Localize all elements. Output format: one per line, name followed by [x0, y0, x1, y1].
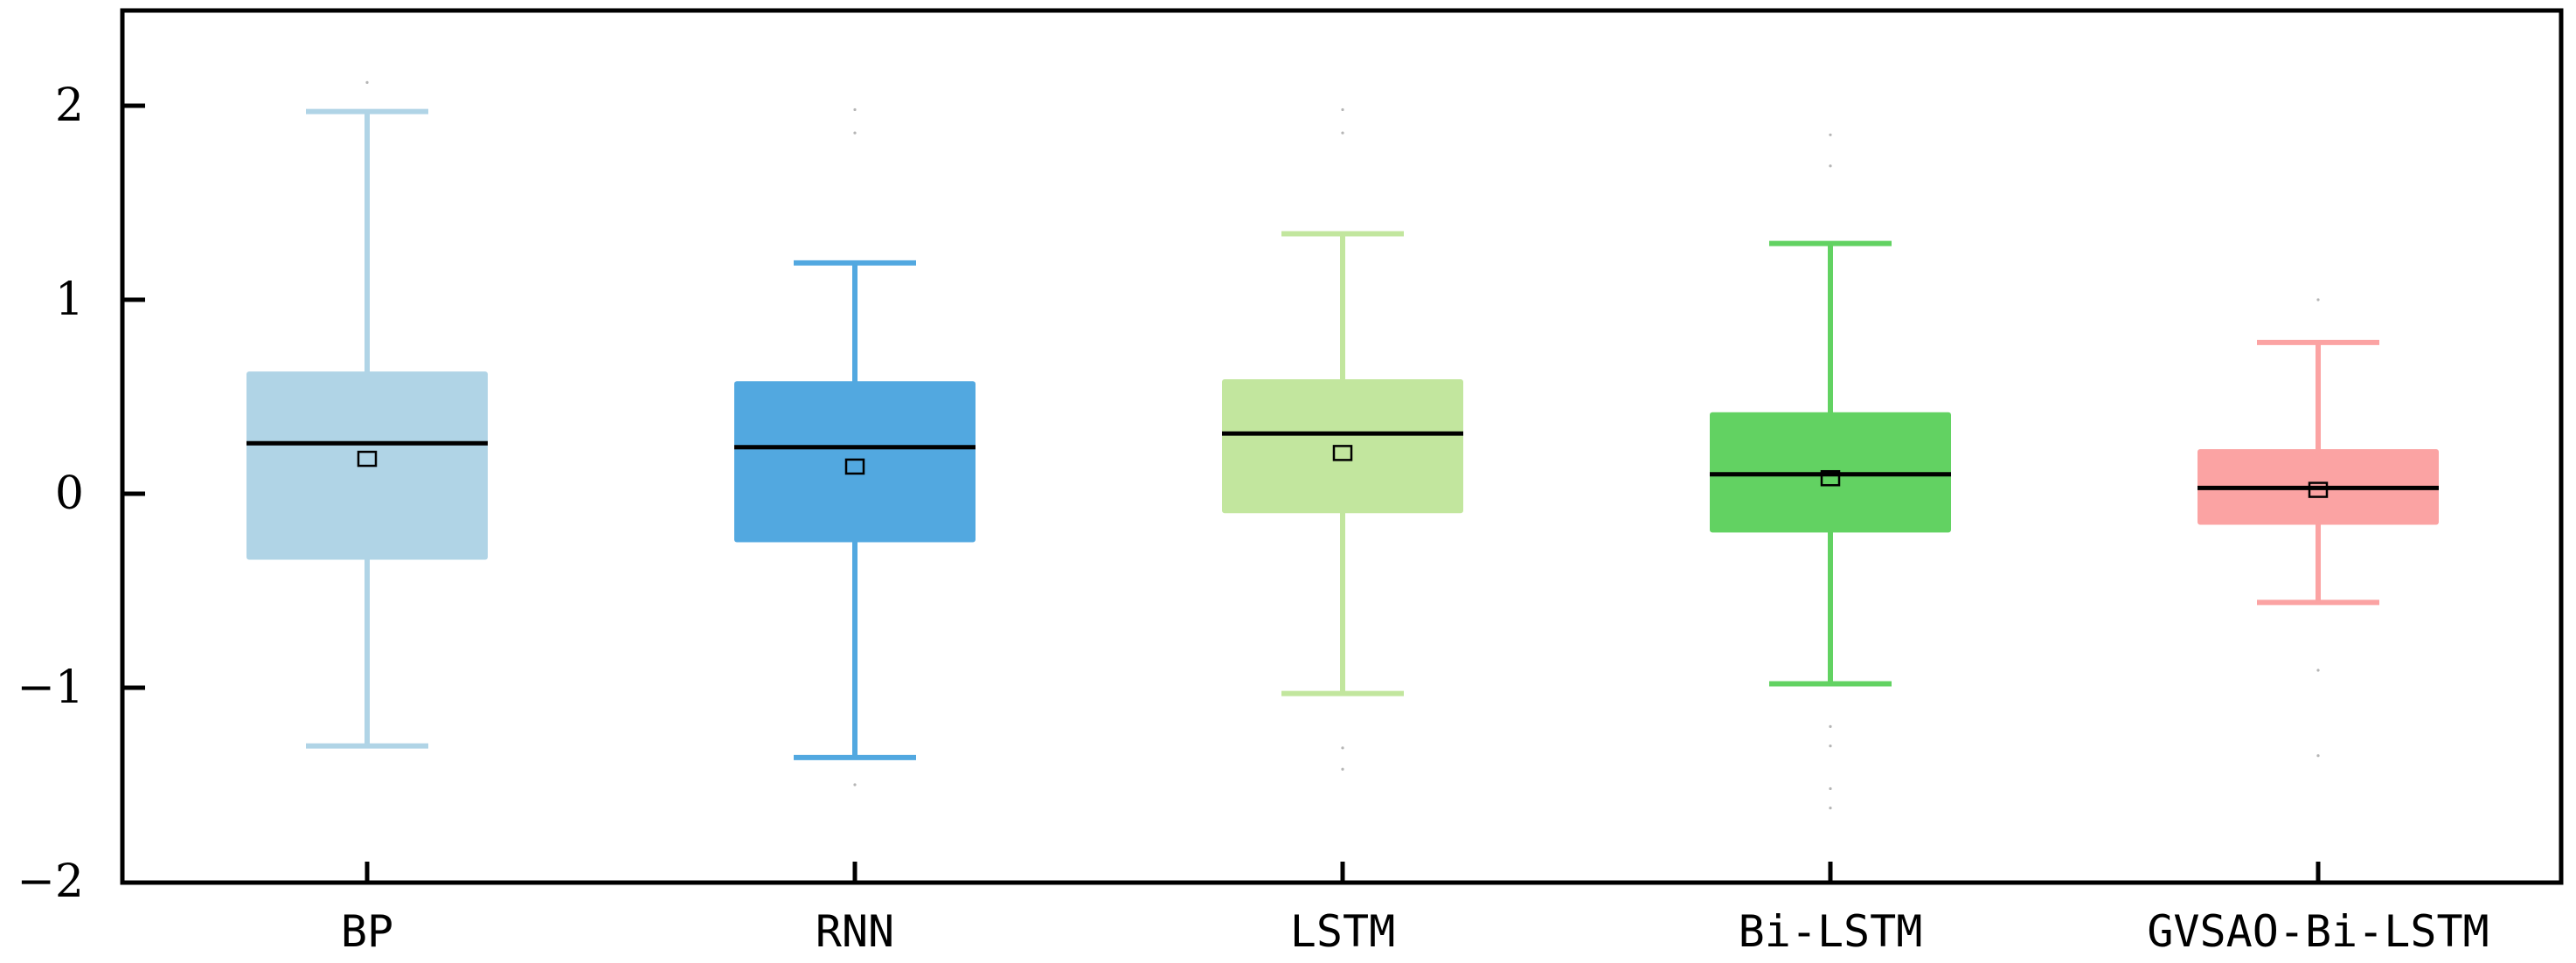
axes-layer: 2 1 0 −1 −2 BP RNN LSTM Bi-LSTM GVSAO-Bi-LSTM — [17, 80, 2489, 957]
iqr-box — [734, 381, 976, 543]
mean-marker — [1820, 469, 1841, 487]
boxes-layer — [246, 80, 2439, 810]
mean-marker — [357, 450, 378, 468]
y-tick-label: 2 — [55, 80, 84, 132]
outlier-point — [1341, 746, 1344, 750]
box-group-bi-lstm — [1710, 133, 1951, 810]
box-group-rnn — [734, 107, 976, 786]
outlier-point — [853, 783, 857, 786]
mean-marker — [2308, 482, 2329, 498]
box-group-gvsao-bi-lstm — [2198, 298, 2439, 758]
outlier-point — [1829, 133, 1832, 136]
outlier-point — [1341, 131, 1344, 135]
outlier-point — [2316, 754, 2320, 758]
x-tick-label: BP — [341, 906, 393, 957]
outlier-point — [365, 80, 369, 84]
outlier-point — [2316, 669, 2320, 672]
y-tick-label: −2 — [17, 856, 84, 908]
outlier-point — [1341, 107, 1344, 112]
x-tick-label: GVSAO-Bi-LSTM — [2147, 906, 2489, 957]
x-tick-label: Bi-LSTM — [1739, 906, 1923, 957]
y-tick-label: 1 — [55, 274, 84, 326]
outlier-point — [853, 131, 857, 135]
outlier-point — [1829, 745, 1832, 748]
outlier-point — [853, 107, 857, 112]
outlier-point — [2316, 298, 2320, 301]
box-group-lstm — [1222, 107, 1463, 771]
y-tick-label: 0 — [55, 468, 84, 520]
outlier-point — [1829, 807, 1832, 810]
mean-marker — [844, 458, 865, 475]
y-tick-label: −1 — [17, 662, 84, 714]
outlier-point — [1829, 786, 1832, 791]
box-group-bp — [246, 80, 488, 749]
x-tick-label: LSTM — [1290, 906, 1395, 957]
outlier-point — [1829, 724, 1832, 729]
outlier-point — [1829, 164, 1832, 168]
mean-marker — [1332, 445, 1353, 461]
x-tick-label: RNN — [816, 906, 894, 957]
outlier-point — [1341, 767, 1344, 771]
